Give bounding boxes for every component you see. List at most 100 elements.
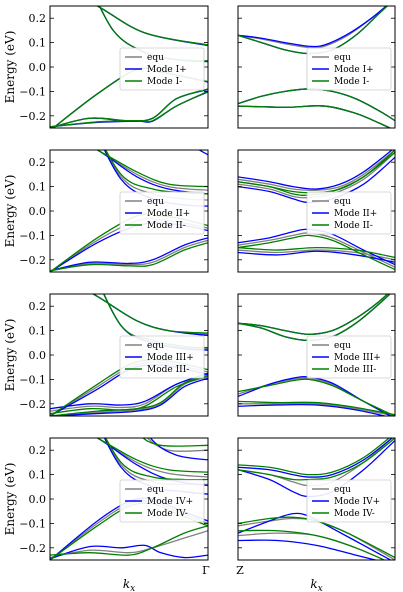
band-line-minus-1 — [238, 438, 391, 476]
panel-iii-right: equ Mode III+ Mode III- — [237, 293, 396, 417]
legend-entry: Mode I+ — [147, 65, 187, 75]
legend: equ Mode IV+ Mode IV- — [306, 479, 392, 523]
panel-iv-left: −0.2 −0.1 0.0 0.1 0.2 equ Mode IV+ Mode IV- — [19, 437, 209, 561]
band-line-equ-3 — [238, 88, 395, 122]
legend-box — [119, 47, 205, 91]
band-line-minus-2 — [103, 294, 208, 349]
y-tick-label: 0.2 — [29, 156, 47, 169]
band-line-plus-1 — [96, 6, 208, 47]
band-line-minus-4 — [238, 529, 386, 560]
y-tick-label: −0.1 — [19, 229, 46, 242]
band-line-minus-3 — [238, 234, 395, 271]
band-line-equ-3 — [238, 377, 392, 416]
legend-entry: Mode I- — [147, 77, 182, 87]
legend-box — [306, 191, 392, 235]
band-line-plus-4 — [50, 544, 208, 560]
y-tick-label: 0.0 — [29, 349, 47, 362]
legend-entry: Mode IV+ — [334, 497, 380, 507]
band-line-equ-1 — [91, 294, 208, 335]
legend-entry: equ — [147, 485, 164, 495]
band-line-minus-5 — [141, 438, 208, 447]
y-axis-label: Energy (eV) — [3, 175, 17, 248]
legend-entry: Mode III- — [334, 365, 376, 375]
legend-entry: Mode III+ — [334, 353, 381, 363]
band-line-plus-4 — [238, 105, 392, 128]
band-line-minus-3 — [238, 378, 395, 416]
legend: equ Mode II+ Mode II- — [306, 191, 392, 235]
legend-entry: equ — [334, 485, 351, 495]
y-tick-label: −0.1 — [19, 373, 46, 386]
legend-entry: Mode I+ — [334, 65, 374, 75]
y-tick-label: 0.0 — [29, 61, 47, 74]
band-line-equ-2 — [238, 151, 395, 199]
band-line-plus-4 — [238, 403, 388, 416]
band-line-equ-4 — [238, 105, 392, 128]
band-line-equ-1 — [96, 150, 208, 191]
band-line-equ-4 — [50, 530, 208, 559]
y-tick-label: 0.2 — [29, 12, 47, 25]
y-axis-label: Energy (eV) — [3, 319, 17, 392]
band-line-plus-1 — [91, 294, 208, 337]
gamma-point-label: Γ — [202, 564, 210, 577]
band-line-plus-4 — [50, 237, 208, 272]
y-axis-label: Energy (eV) — [3, 31, 17, 104]
y-tick-label: 0.1 — [29, 37, 47, 50]
band-line-plus-2 — [238, 294, 391, 342]
panel-i-left: −0.2 −0.1 0.0 0.1 0.2 equ Mode I+ Mode I- — [19, 5, 209, 129]
panel-iii-left: −0.2 −0.1 0.0 0.1 0.2 equ Mode III+ Mode III- — [19, 293, 209, 417]
panel-i-right: equ Mode I+ Mode I- — [237, 5, 396, 129]
legend-entry: equ — [334, 197, 351, 207]
band-line-plus-4 — [50, 372, 208, 410]
legend: equ Mode III+ Mode III- — [119, 335, 205, 379]
legend-entry: equ — [334, 341, 351, 351]
legend: equ Mode II+ Mode II- — [119, 191, 205, 235]
band-line-plus-5 — [50, 377, 208, 416]
legend-entry: equ — [147, 341, 164, 351]
band-line-equ-4 — [50, 239, 208, 272]
band-line-equ-1 — [238, 150, 395, 192]
legend-entry: Mode III+ — [147, 353, 194, 363]
band-line-minus-4 — [50, 525, 208, 556]
band-line-minus-1 — [238, 294, 389, 335]
band-line-minus-5 — [50, 90, 208, 128]
y-tick-label: 0.2 — [29, 444, 47, 457]
z-point-label: Z — [236, 564, 244, 577]
band-line-minus-4 — [238, 400, 395, 416]
legend-entry: Mode III- — [147, 365, 189, 375]
band-line-minus-4 — [50, 88, 208, 128]
legend: equ Mode I+ Mode I- — [119, 47, 205, 91]
band-line-plus-3 — [238, 375, 392, 416]
band-line-equ-1 — [96, 438, 208, 478]
band-line-minus-1 — [96, 438, 208, 473]
y-tick-label: −0.1 — [19, 85, 46, 98]
band-line-minus-1 — [238, 6, 389, 55]
y-tick-label: 0.2 — [29, 300, 47, 313]
band-line-minus-4 — [238, 246, 395, 258]
legend-box — [119, 335, 205, 379]
x-axis-label-left: kx — [123, 577, 135, 592]
legend: equ Mode IV+ Mode IV- — [119, 479, 205, 523]
y-axis-label: Energy (eV) — [3, 463, 17, 536]
band-line-minus-1 — [96, 6, 208, 46]
panel-ii-right: equ Mode II+ Mode II- — [237, 149, 396, 273]
band-line-minus-1 — [91, 294, 208, 334]
legend-entry: Mode IV- — [147, 509, 188, 519]
band-line-minus-3 — [238, 516, 395, 559]
x-axis-label-right: kx — [310, 577, 322, 592]
band-line-equ-4 — [238, 249, 395, 261]
legend-box — [119, 479, 205, 523]
band-line-minus-2 — [238, 438, 395, 481]
legend-entry: equ — [147, 197, 164, 207]
band-line-plus-1 — [238, 438, 394, 478]
legend-box — [306, 479, 392, 523]
band-line-plus-1 — [96, 150, 208, 195]
legend-entry: Mode II+ — [147, 209, 190, 219]
band-line-equ-1 — [238, 438, 394, 487]
panel-ii-left: −0.2 −0.1 0.0 0.1 0.2 equ Mode II+ Mode II- — [19, 149, 209, 273]
legend-entry: Mode IV+ — [147, 497, 193, 507]
y-tick-label: −0.1 — [19, 517, 46, 530]
band-line-equ-5 — [206, 150, 208, 151]
band-line-minus-5 — [50, 375, 208, 416]
y-tick-label: 0.0 — [29, 205, 47, 218]
